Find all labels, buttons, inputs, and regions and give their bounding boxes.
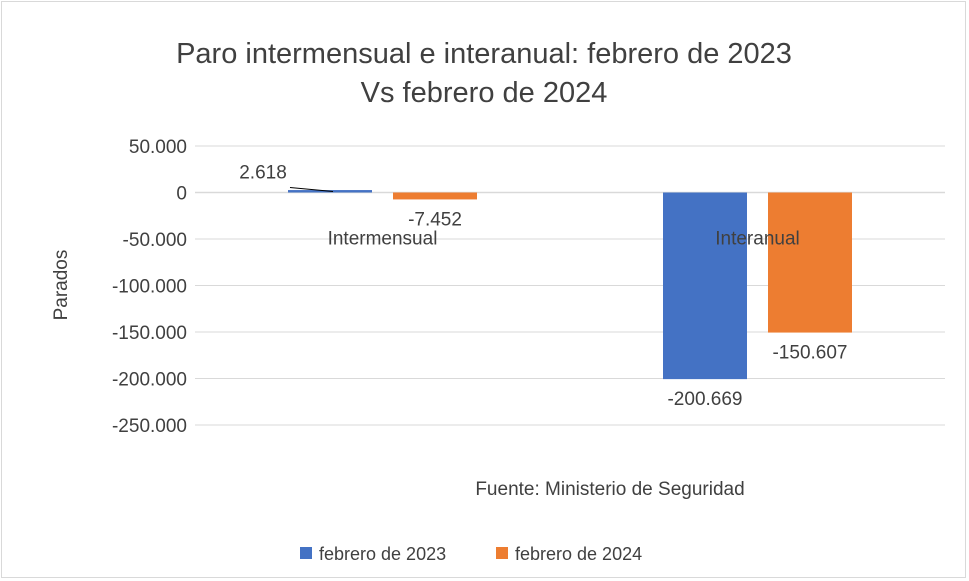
legend-swatch [496, 547, 508, 559]
category-label-interanual: Interanual [715, 229, 800, 250]
data-label: -7.452 [408, 209, 462, 230]
bar-febrero-de-2024-intermensual [393, 192, 477, 200]
y-tick-label: -150.000 [112, 323, 187, 344]
y-tick-label: 50.000 [129, 137, 187, 158]
y-tick-label: 0 [176, 184, 187, 205]
legend-swatch [300, 547, 312, 559]
y-tick-label: -200.000 [112, 370, 187, 391]
category-label-intermensual: Intermensual [328, 229, 438, 250]
leader-line [289, 187, 334, 192]
y-tick-label: -100.000 [112, 277, 187, 298]
data-label: -200.669 [667, 389, 742, 410]
bar-febrero-de-2024-interanual [768, 192, 852, 333]
data-label: -150.607 [772, 343, 847, 364]
y-tick-label: -250.000 [112, 416, 187, 437]
legend-label: febrero de 2023 [319, 544, 446, 564]
chart-title-line-1: Paro intermensual e interanual: febrero … [176, 38, 792, 70]
y-axis-label: Parados [51, 250, 72, 321]
bar-febrero-de-2023-interanual [663, 192, 747, 380]
source-annotation: Fuente: Ministerio de Seguridad [475, 479, 744, 500]
chart-title-line-2: Vs febrero de 2024 [361, 77, 608, 109]
y-tick-label: -50.000 [123, 230, 187, 251]
legend-label: febrero de 2024 [515, 544, 642, 564]
data-label: 2.618 [239, 163, 287, 184]
